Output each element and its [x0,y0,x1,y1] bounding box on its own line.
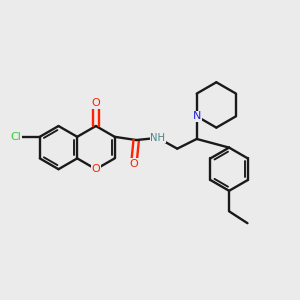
Text: O: O [92,98,100,108]
Text: Cl: Cl [10,132,21,142]
Text: N: N [193,111,201,121]
Text: NH: NH [150,133,165,143]
Text: O: O [92,164,100,174]
Text: O: O [130,159,138,169]
Text: N: N [193,111,201,121]
